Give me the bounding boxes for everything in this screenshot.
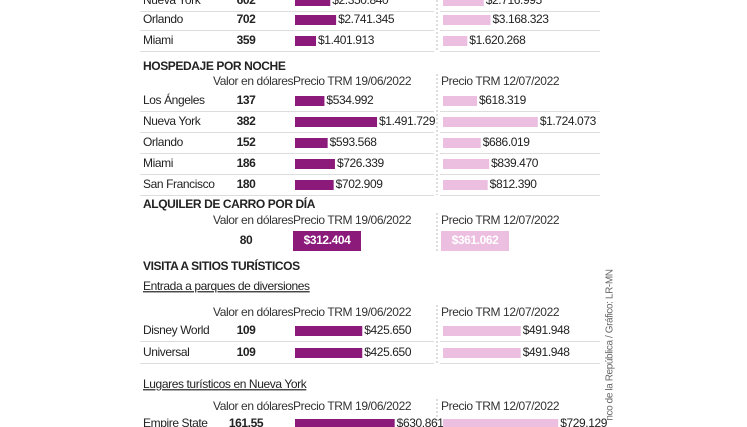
- usd-value: 137: [237, 93, 257, 107]
- subsection-title: Lugares turísticos en Nueva York: [143, 377, 308, 391]
- usd-value: 382: [237, 114, 257, 128]
- price-bar: [295, 0, 331, 6]
- column-header: Precio TRM 19/06/2022: [293, 74, 412, 88]
- column-header: Valor en dólares: [213, 213, 293, 227]
- column-header: Valor en dólares: [213, 399, 293, 413]
- price-bar: [443, 348, 521, 358]
- price-bar: [295, 15, 337, 25]
- row-name: Miami: [143, 156, 173, 170]
- price-bar: [295, 348, 363, 358]
- price-label: $1.491.729: [379, 114, 436, 128]
- price-label: $1.724.073: [540, 114, 597, 128]
- price-box: [293, 231, 361, 251]
- row-name: Orlando: [143, 12, 184, 26]
- price-label: $491.948: [523, 345, 571, 359]
- price-label: $1.620.268: [469, 33, 526, 47]
- price-label: $686.019: [483, 135, 531, 149]
- price-bar: [443, 159, 490, 169]
- column-header: Precio TRM 19/06/2022: [293, 399, 412, 413]
- column-header: Valor en dólares: [213, 74, 293, 88]
- usd-value: 80: [240, 233, 253, 247]
- usd-value: 359: [237, 33, 257, 47]
- price-label: $491.948: [523, 323, 571, 337]
- column-header: Precio TRM 12/07/2022: [441, 399, 560, 413]
- price-label: $2.716.995: [486, 0, 543, 7]
- section-title: VISITA A SITIOS TURÍSTICOS: [143, 258, 300, 273]
- row-name: Universal: [143, 345, 189, 359]
- price-label: $312.404: [304, 233, 352, 247]
- price-bar: [295, 117, 378, 127]
- price-bar: [443, 138, 481, 148]
- row-name: Orlando: [143, 135, 184, 149]
- usd-value: 161,55: [229, 416, 264, 427]
- price-bar: [443, 180, 488, 190]
- price-label: $1.401.913: [318, 33, 375, 47]
- price-label: $361.062: [452, 233, 500, 247]
- column-header: Valor en dólares: [213, 305, 293, 319]
- price-label: $593.568: [330, 135, 378, 149]
- price-label: $2.741.345: [338, 12, 395, 26]
- usd-value: 186: [237, 156, 257, 170]
- usd-value: 109: [237, 323, 257, 337]
- price-bar: [443, 419, 559, 427]
- price-bar: [295, 180, 334, 190]
- row-name: Nueva York: [143, 114, 202, 128]
- row-name: Los Ángeles: [143, 92, 205, 107]
- price-bar: [443, 326, 521, 336]
- column-header: Precio TRM 12/07/2022: [441, 74, 560, 88]
- usd-value: 109: [237, 345, 257, 359]
- section-title: HOSPEDAJE POR NOCHE: [143, 59, 286, 73]
- usd-value: 152: [237, 135, 257, 149]
- usd-value: 702: [237, 12, 257, 26]
- row-name: San Francisco: [143, 177, 215, 191]
- price-label: $726.339: [337, 156, 385, 170]
- price-bar: [295, 36, 317, 46]
- row-name: Disney World: [143, 323, 209, 337]
- column-header: Precio TRM 19/06/2022: [293, 213, 412, 227]
- price-bar: [295, 326, 363, 336]
- price-label: $425.650: [364, 323, 412, 337]
- price-bar: [443, 36, 468, 46]
- price-bar: [295, 419, 395, 427]
- column-header: Precio TRM 19/06/2022: [293, 305, 412, 319]
- price-label: $425.650: [364, 345, 412, 359]
- price-bar: [443, 117, 538, 127]
- price-bar: [295, 138, 328, 148]
- price-label: $839.470: [491, 156, 539, 170]
- source: nco de la República / Gráfico: LR-MN: [605, 269, 616, 420]
- price-label: $2.350.840: [332, 0, 389, 7]
- price-bar: [295, 159, 335, 169]
- price-label: $618.319: [479, 93, 527, 107]
- section-title: ALQUILER DE CARRO POR DÍA: [143, 196, 316, 211]
- price-bar: [443, 96, 478, 106]
- price-bar: [295, 96, 325, 106]
- usd-value: 602: [237, 0, 257, 7]
- usd-value: 180: [237, 177, 257, 191]
- price-label: $630.861: [397, 416, 445, 427]
- column-header: Precio TRM 12/07/2022: [441, 305, 560, 319]
- price-bar: [443, 15, 491, 25]
- column-header: Precio TRM 12/07/2022: [441, 213, 560, 227]
- price-label: $3.168.323: [493, 12, 550, 26]
- subsection-title: Entrada a parques de diversiones: [143, 279, 310, 293]
- price-bar: [443, 0, 484, 6]
- row-name: Nueva York: [143, 0, 202, 7]
- price-label: $534.992: [326, 93, 374, 107]
- price-label: $702.909: [336, 177, 384, 191]
- price-box: [441, 231, 509, 251]
- row-name: Empire State: [143, 416, 208, 427]
- price-label: $812.390: [490, 177, 538, 191]
- price-label: $729.129: [560, 416, 608, 427]
- row-name: Miami: [143, 33, 173, 47]
